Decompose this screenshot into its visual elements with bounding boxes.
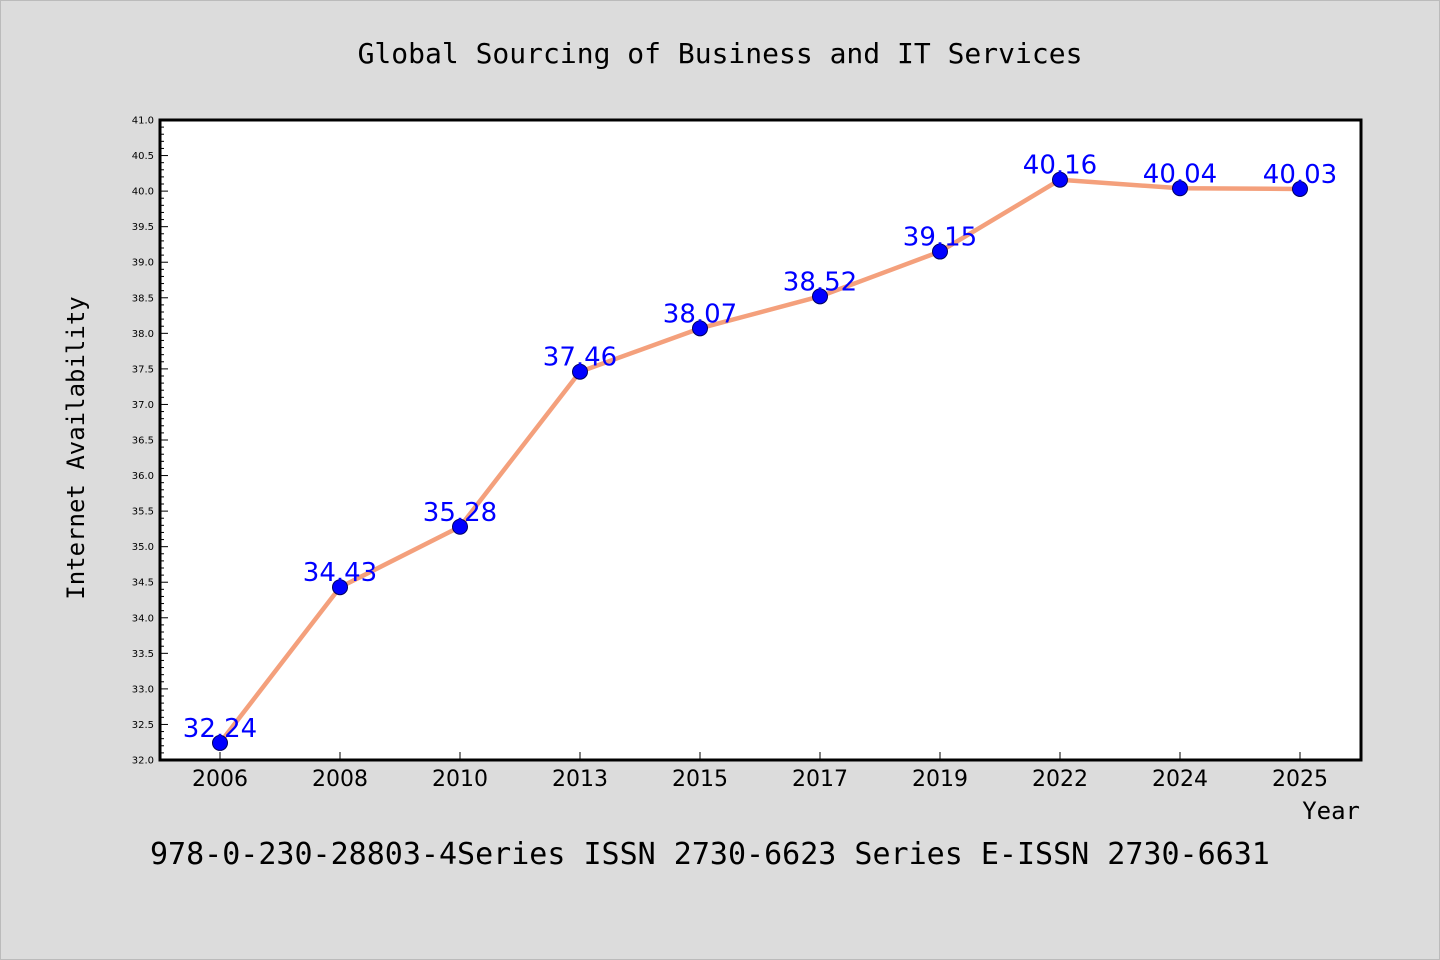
data-point [332,579,348,596]
y-tick-label: 37.5 [132,364,154,375]
y-tick-label: 39.0 [132,258,154,269]
x-tick-label: 2019 [912,767,968,792]
data-label: 34.43 [303,558,377,588]
x-tick-label: 2015 [672,767,728,792]
y-tick-label: 34.0 [132,613,154,624]
data-label: 40.04 [1143,159,1217,189]
data-label: 32.24 [183,714,257,744]
series-line [217,177,1303,746]
x-tick-label: 2022 [1032,767,1088,792]
plot-area [158,118,1363,762]
y-tick-label: 40.0 [132,187,154,198]
data-label: 38.07 [663,299,737,329]
data-point [692,320,708,337]
data-label: 37.46 [543,343,617,373]
y-tick-label: 35.0 [132,542,154,553]
y-tick-label: 36.5 [132,436,154,447]
y-tick-label: 36.0 [132,471,154,482]
data-point [1052,171,1068,188]
y-tick-label: 32.5 [132,720,154,731]
y-tick-label: 38.0 [132,329,154,340]
data-label: 38.52 [783,267,857,297]
data-point [572,363,588,380]
data-markers [212,171,1308,751]
y-tick-label: 33.5 [132,649,154,660]
data-label: 40.03 [1263,160,1337,190]
x-tick-label: 2010 [432,767,488,792]
y-tick-label: 39.5 [132,222,154,233]
y-tick-label: 41.0 [132,116,154,127]
x-tick-label: 2008 [312,767,368,792]
x-tick-label: 2006 [192,767,248,792]
data-labels: 32.24 34.43 35.28 37.46 38.07 38.52 39.15 40.16… [183,151,1337,744]
data-point [932,243,948,260]
x-axis-ticks: 2006 2008 2010 2013 2015 2017 2019 2022 2024 2025 [192,752,1328,792]
data-point [812,288,828,305]
x-axis-label: Year [1302,797,1360,825]
data-point [1172,180,1188,197]
x-tick-label: 2024 [1152,767,1208,792]
x-tick-label: 2017 [792,767,848,792]
data-point [1292,180,1308,197]
y-tick-label: 34.5 [132,578,154,589]
y-tick-label: 32.0 [132,756,154,767]
data-label: 40.16 [1023,151,1097,181]
footer-isbn-issn: 978-0-230-28803-4Series ISSN 2730-6623 S… [150,837,1270,872]
y-tick-label: 38.5 [132,293,154,304]
data-point [212,734,228,751]
y-tick-label: 40.5 [132,151,154,162]
x-tick-label: 2025 [1272,767,1328,792]
y-tick-label: 35.5 [132,507,154,518]
y-axis-ticks: 32.0 32.5 33.0 33.5 34.0 34.5 35.0 35.5 36.0 36.5… [132,116,168,767]
y-axis-label: Internet Availability [62,296,90,599]
data-label: 39.15 [903,223,977,253]
x-tick-label: 2013 [552,767,608,792]
chart-title: Global Sourcing of Business and IT Servi… [358,37,1083,70]
data-point [452,518,468,535]
y-tick-label: 33.0 [132,684,154,695]
y-tick-label: 37.0 [132,400,154,411]
data-label: 35.28 [423,498,497,528]
